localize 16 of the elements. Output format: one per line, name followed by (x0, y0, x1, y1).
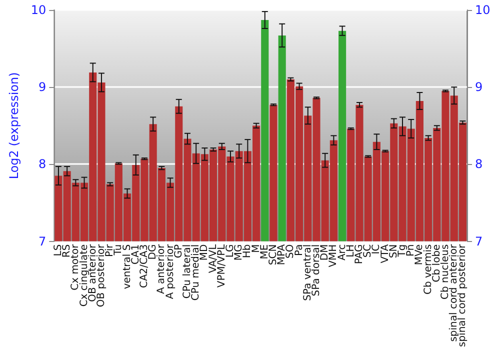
x-tick-label: A posterior (164, 243, 176, 300)
y2-tick-label: 7 (475, 234, 483, 248)
y-tick-label: 10 (30, 3, 46, 17)
y-tick-label: 7 (38, 234, 46, 248)
x-tick-label: GP (173, 244, 184, 258)
y2-tick-label: 9 (475, 80, 483, 94)
y-tick-label: 8 (38, 157, 46, 172)
y-axis-title: Log2 (expression) (7, 72, 21, 180)
x-tick-label: MVe (414, 244, 426, 266)
x-tick-label: Cb lobe (431, 244, 442, 282)
x-tick-label: Pa (294, 244, 305, 256)
y-tick-label: 9 (38, 80, 46, 94)
x-tick-label: OB posterior (96, 243, 107, 308)
x-tick-label: Tg (396, 244, 408, 258)
y2-tick-label: 8 (475, 157, 483, 172)
y2-tick-label: 10 (475, 3, 490, 17)
